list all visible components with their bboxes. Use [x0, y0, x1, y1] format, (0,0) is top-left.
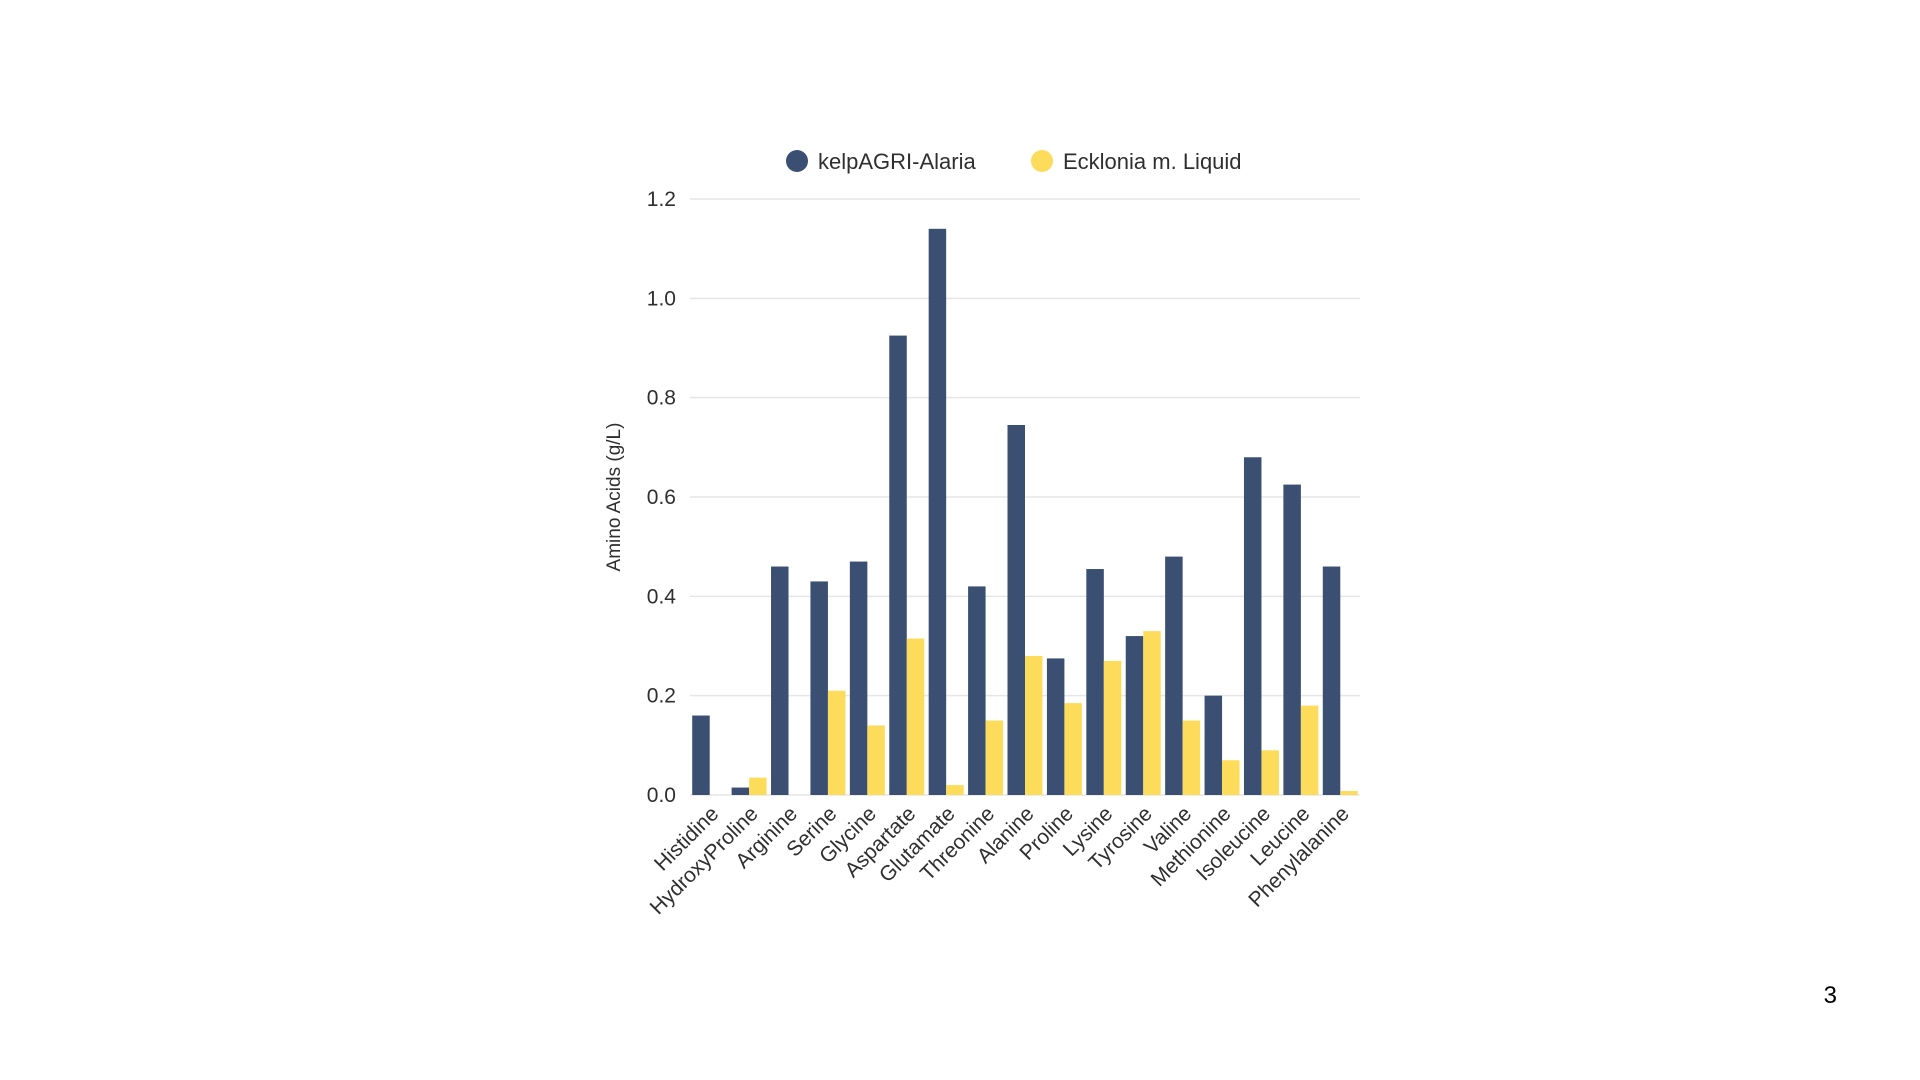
- y-axis-ticks: 0.0 0.2 0.4 0.6 0.8 1.0 1.2: [647, 188, 677, 807]
- bar-series-1: [1007, 424, 1025, 795]
- bar-series-1: [1243, 457, 1262, 795]
- y-axis-title: Amino Acids (g/L): [604, 423, 625, 572]
- bar-series-2: [1143, 631, 1161, 795]
- bar-series-1: [968, 586, 986, 795]
- bar-series-2: [1300, 705, 1319, 795]
- bar-series-1: [810, 581, 828, 795]
- bar-series-1: [928, 228, 947, 796]
- y-tick-label: 0.0: [647, 784, 676, 807]
- bar-series-1: [692, 715, 710, 795]
- bar-series-1: [771, 566, 789, 795]
- legend-label: Ecklonia m. Liquid: [1063, 149, 1242, 174]
- y-tick-label: 0.2: [647, 685, 676, 708]
- y-tick-label: 0.4: [647, 585, 677, 608]
- bar-series-2: [946, 785, 964, 795]
- bar-series-2: [1103, 660, 1122, 795]
- legend-swatch: [786, 150, 808, 172]
- bar-series-2: [827, 690, 846, 795]
- bars: [692, 228, 1358, 796]
- legend-swatch: [1031, 150, 1053, 172]
- y-tick-label: 0.8: [647, 387, 676, 410]
- bar-series-2: [749, 777, 767, 795]
- bar-series-1: [1046, 658, 1065, 795]
- bar-series-2: [867, 725, 885, 795]
- bar-series-2: [1222, 760, 1240, 795]
- bar-series-2: [1261, 750, 1279, 795]
- bar-series-2: [906, 638, 925, 795]
- bar-series-1: [889, 335, 907, 795]
- y-tick-label: 1.2: [647, 188, 676, 211]
- legend-label: kelpAGRI-Alaria: [818, 149, 976, 174]
- bar-series-2: [1025, 655, 1043, 795]
- y-tick-label: 1.0: [647, 287, 676, 310]
- bar-series-1: [1086, 569, 1104, 795]
- bar-series-1: [1283, 484, 1301, 795]
- bar-series-2: [985, 720, 1004, 795]
- bar-series-2: [1064, 703, 1082, 795]
- bar-series-1: [1322, 566, 1341, 795]
- y-tick-label: 0.6: [647, 486, 676, 509]
- bar-series-2: [1340, 791, 1358, 795]
- bar-series-2: [1182, 720, 1201, 795]
- x-axis-labels: HistidineHydroxyProlineArginineSerineGly…: [646, 802, 1354, 919]
- bar-series-1: [1204, 695, 1223, 795]
- legend: kelpAGRI-Alaria Ecklonia m. Liquid: [786, 149, 1242, 174]
- bar-series-1: [731, 787, 750, 795]
- page-number: 3: [1823, 982, 1837, 1009]
- bar-series-1: [1165, 556, 1183, 795]
- bar-series-1: [849, 561, 868, 795]
- bar-series-1: [1125, 636, 1144, 795]
